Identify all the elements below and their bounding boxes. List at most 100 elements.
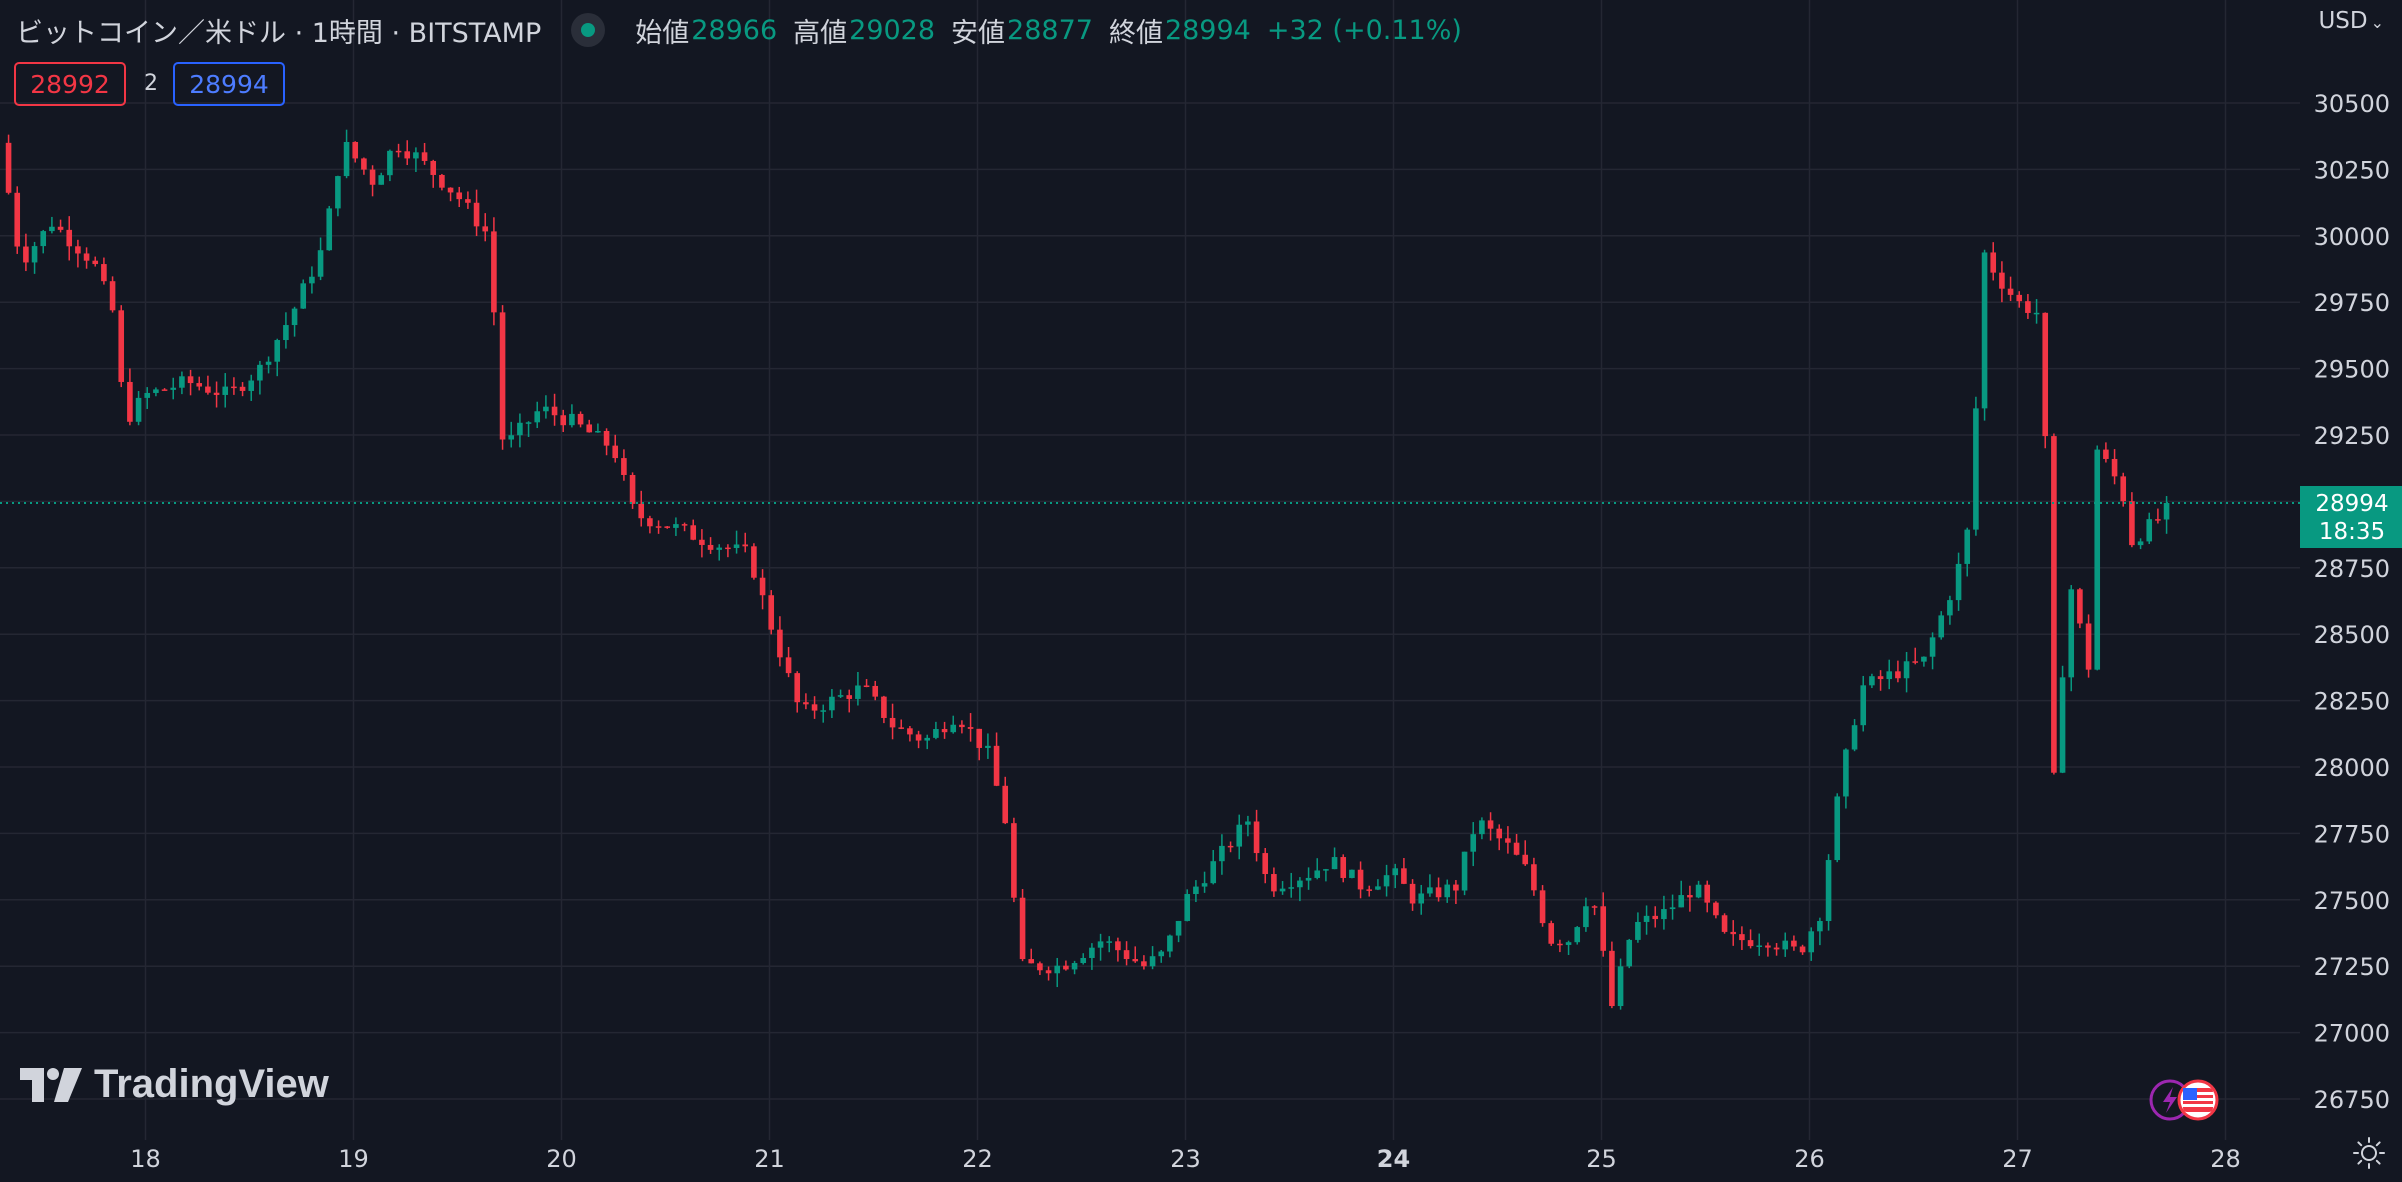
candle-body xyxy=(1695,884,1702,898)
candle xyxy=(1115,937,1121,962)
candle xyxy=(1886,659,1893,690)
change-value: +32 (+0.11%) xyxy=(1266,14,1462,46)
buy-button[interactable]: 28994 xyxy=(173,62,285,106)
candle-body xyxy=(1271,874,1277,892)
candle-body xyxy=(1279,888,1286,892)
candle xyxy=(135,391,142,426)
candle xyxy=(1071,960,1078,975)
candle-body xyxy=(1193,886,1199,895)
candle xyxy=(1730,920,1737,946)
candle-body xyxy=(508,435,515,440)
candle xyxy=(517,413,523,448)
candle xyxy=(1366,885,1373,897)
candle-body xyxy=(1245,821,1251,825)
candle-body xyxy=(1843,749,1849,797)
candle-body xyxy=(525,422,532,424)
candle-body xyxy=(2068,589,2075,678)
candle-body xyxy=(2120,476,2127,502)
candle xyxy=(2007,276,2014,302)
candle-body xyxy=(57,226,64,230)
price-tick-label: 30000 xyxy=(2314,223,2390,251)
candle-body xyxy=(1418,893,1425,904)
candle-body xyxy=(1765,945,1771,948)
candle xyxy=(1106,936,1113,953)
candle-body xyxy=(499,312,506,440)
candle xyxy=(1747,929,1754,949)
candle xyxy=(1227,841,1234,853)
candle xyxy=(291,306,298,337)
candle xyxy=(75,239,81,268)
candle xyxy=(664,526,671,529)
candle xyxy=(161,388,168,391)
events-flags[interactable] xyxy=(2148,1078,2222,1122)
candle-body xyxy=(1045,970,1052,974)
candle xyxy=(733,530,740,554)
candle-body xyxy=(2137,541,2144,546)
candle-body xyxy=(387,150,393,176)
candle xyxy=(551,393,558,426)
candle xyxy=(2120,472,2127,507)
candle xyxy=(2094,445,2101,671)
candle xyxy=(1929,632,1936,670)
tradingview-logo[interactable]: TradingView xyxy=(20,1062,329,1107)
candle xyxy=(1080,953,1087,965)
candle-body xyxy=(1921,656,1927,662)
candle-body xyxy=(1019,897,1026,960)
candle xyxy=(1539,885,1546,927)
candle-body xyxy=(820,710,827,712)
market-status-dot-icon[interactable] xyxy=(571,13,606,47)
candle-body xyxy=(2033,312,2040,315)
candle xyxy=(1357,861,1364,899)
candle-body xyxy=(1366,889,1373,891)
candle-body xyxy=(2051,436,2057,773)
candle-body xyxy=(629,474,636,504)
candle-body xyxy=(725,547,731,550)
currency-dropdown[interactable]: USD ⌄ xyxy=(2318,8,2384,34)
candle xyxy=(1331,847,1338,870)
candle-body xyxy=(1531,864,1537,891)
candle xyxy=(1019,889,1026,962)
candle xyxy=(1409,879,1416,911)
ohlc-legend: ビットコイン／米ドル · 1時間 · BITSTAMP 始値 28966 高値 29… xyxy=(16,8,1462,52)
candle xyxy=(274,338,281,377)
candle xyxy=(1089,943,1095,970)
candle xyxy=(1713,901,1719,919)
candle xyxy=(1617,958,1624,1010)
logo-text: TradingView xyxy=(94,1062,329,1106)
candle xyxy=(1557,939,1563,953)
date-tick-label: 27 xyxy=(2002,1145,2033,1173)
candle-body xyxy=(1219,845,1225,862)
chart-grid xyxy=(0,0,2300,1140)
candle-body xyxy=(66,229,73,247)
candle-body xyxy=(2146,519,2153,542)
candle xyxy=(404,140,411,166)
candle xyxy=(1314,858,1321,880)
candle-body xyxy=(257,364,263,381)
currency-label: USD xyxy=(2318,8,2368,34)
settings-gear-icon[interactable] xyxy=(2352,1136,2386,1170)
symbol-title[interactable]: ビットコイン／米ドル · 1時間 · BITSTAMP xyxy=(16,17,542,49)
candle xyxy=(1739,926,1745,950)
candle-body xyxy=(1505,838,1511,843)
candle-body xyxy=(1557,943,1563,946)
candle xyxy=(1392,863,1399,889)
candles-layer xyxy=(5,129,2170,1010)
time-axis[interactable]: 18 19 20 21 22 23 24 25 26 27 28 xyxy=(130,1145,2241,1173)
candle-body xyxy=(1210,861,1217,884)
sell-button[interactable]: 28992 xyxy=(14,62,126,106)
candle-body xyxy=(1713,902,1719,916)
candle xyxy=(482,213,489,242)
candle xyxy=(1496,824,1503,851)
candle xyxy=(811,696,818,719)
candle xyxy=(1938,611,1945,640)
chevron-down-icon: ⌄ xyxy=(2370,13,2384,32)
price-axis[interactable]: 26750 27000 27250 27500 27750 28000 28250 28500… xyxy=(2314,90,2390,1114)
candle-body xyxy=(1375,886,1381,890)
date-tick-label: 20 xyxy=(546,1145,577,1173)
candle xyxy=(1947,595,1953,625)
candle-body xyxy=(751,546,757,578)
candle xyxy=(907,726,913,742)
candle-body xyxy=(2155,519,2161,521)
candle-body xyxy=(699,539,705,545)
